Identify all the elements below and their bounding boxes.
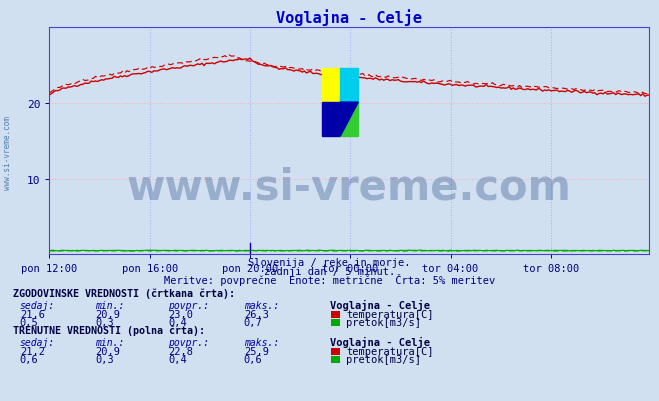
Text: 0,4: 0,4	[168, 317, 186, 327]
Text: 0,5: 0,5	[20, 317, 38, 327]
Polygon shape	[322, 69, 340, 103]
Text: ZGODOVINSKE VREDNOSTI (črtkana črta):: ZGODOVINSKE VREDNOSTI (črtkana črta):	[13, 288, 235, 299]
Title: Voglajna - Celje: Voglajna - Celje	[276, 9, 422, 26]
Text: www.si-vreme.com: www.si-vreme.com	[3, 115, 13, 189]
Text: pretok[m3/s]: pretok[m3/s]	[346, 354, 421, 364]
Text: temperatura[C]: temperatura[C]	[346, 309, 434, 319]
Text: min.:: min.:	[96, 337, 125, 347]
Text: min.:: min.:	[96, 300, 125, 310]
Text: pretok[m3/s]: pretok[m3/s]	[346, 317, 421, 327]
Text: Meritve: povprečne  Enote: metrične  Črta: 5% meritev: Meritve: povprečne Enote: metrične Črta:…	[164, 273, 495, 285]
Text: zadnji dan / 5 minut.: zadnji dan / 5 minut.	[264, 266, 395, 276]
Text: 21,2: 21,2	[20, 346, 45, 356]
Text: 23,0: 23,0	[168, 309, 193, 319]
Text: 26,3: 26,3	[244, 309, 269, 319]
Text: 25,9: 25,9	[244, 346, 269, 356]
Text: Voglajna - Celje: Voglajna - Celje	[330, 299, 430, 310]
Text: 0,3: 0,3	[96, 317, 114, 327]
Text: temperatura[C]: temperatura[C]	[346, 346, 434, 356]
Text: sedaj:: sedaj:	[20, 337, 55, 347]
Text: Slovenija / reke in morje.: Slovenija / reke in morje.	[248, 257, 411, 267]
Text: 0,3: 0,3	[96, 354, 114, 364]
Text: www.si-vreme.com: www.si-vreme.com	[127, 166, 572, 208]
Polygon shape	[322, 103, 340, 137]
Polygon shape	[322, 69, 340, 103]
Polygon shape	[340, 69, 358, 103]
Text: 0,4: 0,4	[168, 354, 186, 364]
Text: 0,6: 0,6	[244, 354, 262, 364]
Text: sedaj:: sedaj:	[20, 300, 55, 310]
Text: 20,9: 20,9	[96, 309, 121, 319]
Text: 0,7: 0,7	[244, 317, 262, 327]
Polygon shape	[340, 103, 358, 137]
Polygon shape	[340, 103, 358, 137]
Text: povpr.:: povpr.:	[168, 337, 209, 347]
Text: 0,6: 0,6	[20, 354, 38, 364]
Text: Voglajna - Celje: Voglajna - Celje	[330, 336, 430, 347]
Text: 21,6: 21,6	[20, 309, 45, 319]
Text: 20,9: 20,9	[96, 346, 121, 356]
Text: maks.:: maks.:	[244, 337, 279, 347]
Text: povpr.:: povpr.:	[168, 300, 209, 310]
Text: 22,8: 22,8	[168, 346, 193, 356]
Text: maks.:: maks.:	[244, 300, 279, 310]
Text: TRENUTNE VREDNOSTI (polna črta):: TRENUTNE VREDNOSTI (polna črta):	[13, 325, 205, 336]
